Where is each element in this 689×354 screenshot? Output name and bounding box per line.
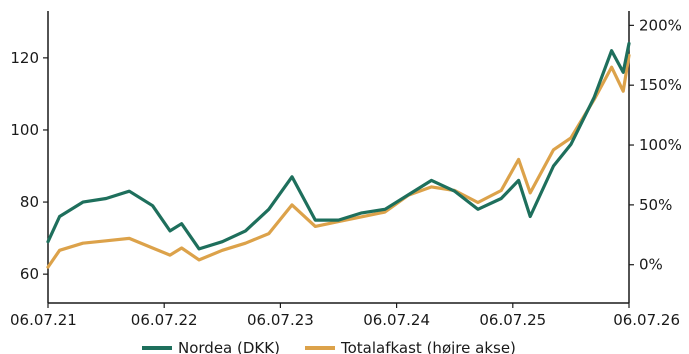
series-line-nordea [46, 41, 631, 251]
legend-label-nordea: Nordea (DKK) [178, 339, 280, 354]
left-tick-label: 100 [10, 121, 39, 139]
left-tick-label: 80 [20, 193, 39, 211]
x-tick-label: 06.07.25 [479, 311, 546, 329]
series-lines [46, 41, 631, 269]
x-tick-label: 06.07.21 [10, 311, 77, 329]
legend-label-totalafkast: Totalafkast (højre akse) [340, 339, 516, 354]
axes [43, 11, 634, 308]
left-tick-label: 120 [10, 49, 39, 67]
series-line-totalafkast [46, 53, 631, 269]
right-tick-label: 100% [639, 136, 682, 154]
x-tick-label: 06.07.23 [247, 311, 314, 329]
right-tick-label: 50% [639, 196, 672, 214]
tick-labels: 60 80 100 120 0% 50% 100% 150% 200% 06.07.21 06.07… [10, 16, 682, 329]
right-tick-label: 0% [639, 256, 663, 274]
left-tick-label: 60 [20, 265, 39, 283]
x-tick-label: 06.07.24 [363, 311, 430, 329]
x-tick-label: 06.07.22 [131, 311, 198, 329]
right-tick-label: 150% [639, 76, 682, 94]
right-tick-label: 200% [639, 16, 682, 34]
legend: Nordea (DKK) Totalafkast (højre akse) [142, 339, 516, 354]
x-tick-label: 06.07.26 [613, 311, 680, 329]
